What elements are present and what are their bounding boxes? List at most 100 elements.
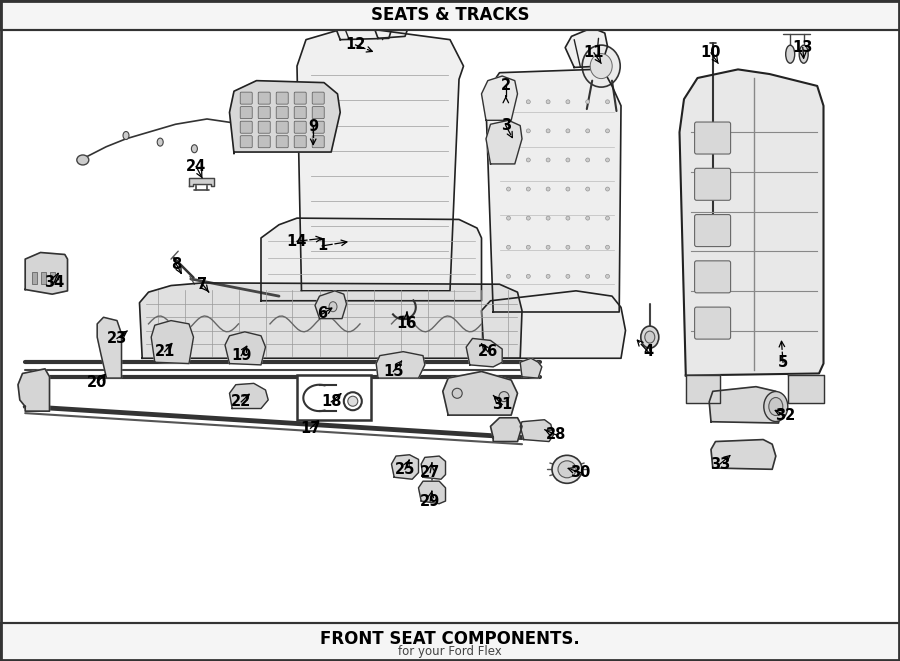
Text: 30: 30 [571, 465, 590, 480]
FancyBboxPatch shape [240, 136, 252, 148]
Polygon shape [371, 1, 412, 38]
Circle shape [526, 245, 530, 249]
FancyBboxPatch shape [258, 106, 270, 119]
Polygon shape [392, 455, 418, 479]
Ellipse shape [786, 45, 795, 63]
Circle shape [566, 158, 570, 162]
Circle shape [586, 158, 590, 162]
Circle shape [566, 216, 570, 220]
FancyBboxPatch shape [294, 121, 306, 134]
Text: 14: 14 [287, 234, 307, 249]
Text: 24: 24 [186, 159, 206, 174]
Polygon shape [225, 332, 266, 365]
Polygon shape [376, 352, 425, 378]
Polygon shape [331, 3, 396, 40]
Circle shape [507, 158, 510, 162]
Text: 8: 8 [171, 257, 182, 272]
Ellipse shape [344, 392, 362, 410]
Polygon shape [140, 283, 522, 358]
FancyBboxPatch shape [276, 92, 288, 104]
Polygon shape [151, 321, 194, 364]
FancyBboxPatch shape [312, 106, 324, 119]
Circle shape [566, 129, 570, 133]
Polygon shape [486, 120, 522, 164]
Circle shape [507, 100, 510, 104]
FancyBboxPatch shape [276, 121, 288, 134]
Polygon shape [261, 218, 482, 301]
Bar [40, 272, 46, 284]
Circle shape [606, 245, 609, 249]
Text: 27: 27 [420, 465, 440, 480]
Ellipse shape [76, 155, 89, 165]
Bar [297, 375, 371, 420]
Circle shape [526, 187, 530, 191]
Text: 17: 17 [301, 421, 320, 436]
Circle shape [606, 158, 609, 162]
Polygon shape [520, 420, 554, 442]
Circle shape [586, 100, 590, 104]
Text: 9: 9 [308, 120, 319, 134]
Text: 23: 23 [107, 331, 127, 346]
Circle shape [546, 274, 550, 278]
Text: SEATS & TRACKS: SEATS & TRACKS [371, 6, 529, 24]
Circle shape [546, 100, 550, 104]
Polygon shape [443, 371, 518, 415]
Text: 25: 25 [395, 462, 415, 477]
Ellipse shape [452, 388, 463, 399]
Polygon shape [482, 76, 517, 120]
Text: 28: 28 [546, 428, 566, 442]
FancyBboxPatch shape [695, 169, 731, 200]
Ellipse shape [644, 331, 655, 343]
Polygon shape [711, 440, 776, 469]
FancyBboxPatch shape [312, 136, 324, 148]
FancyBboxPatch shape [695, 215, 731, 247]
Circle shape [507, 216, 510, 220]
FancyBboxPatch shape [294, 106, 306, 119]
Circle shape [606, 100, 609, 104]
Circle shape [586, 245, 590, 249]
Polygon shape [709, 387, 781, 423]
Circle shape [586, 129, 590, 133]
Ellipse shape [799, 45, 808, 63]
Circle shape [507, 129, 510, 133]
Text: 10: 10 [701, 46, 721, 60]
Text: 7: 7 [197, 277, 208, 292]
Text: 18: 18 [321, 395, 341, 409]
Polygon shape [18, 369, 50, 411]
Text: FRONT SEAT COMPONENTS.: FRONT SEAT COMPONENTS. [320, 630, 580, 648]
Polygon shape [25, 253, 68, 294]
Ellipse shape [590, 54, 612, 79]
Bar [50, 272, 55, 284]
Ellipse shape [329, 301, 337, 312]
Circle shape [606, 187, 609, 191]
Text: 13: 13 [793, 40, 813, 55]
Polygon shape [788, 375, 824, 403]
Text: 32: 32 [775, 408, 795, 422]
Text: 3: 3 [500, 118, 511, 133]
Text: 22: 22 [231, 395, 251, 409]
FancyBboxPatch shape [294, 136, 306, 148]
Ellipse shape [558, 461, 576, 478]
Polygon shape [315, 291, 346, 319]
Circle shape [507, 187, 510, 191]
Polygon shape [482, 291, 625, 358]
Circle shape [526, 216, 530, 220]
Text: 4: 4 [643, 344, 653, 359]
Bar [0, 623, 900, 661]
Text: for your Ford Flex: for your Ford Flex [398, 646, 502, 658]
Text: 31: 31 [492, 397, 512, 412]
Polygon shape [189, 178, 214, 186]
Ellipse shape [158, 138, 163, 146]
Polygon shape [680, 69, 824, 375]
Text: 19: 19 [231, 348, 251, 363]
Text: 12: 12 [346, 38, 365, 52]
Circle shape [546, 187, 550, 191]
Polygon shape [230, 81, 340, 153]
Circle shape [546, 129, 550, 133]
Circle shape [546, 158, 550, 162]
Polygon shape [421, 456, 446, 479]
Ellipse shape [552, 455, 582, 483]
FancyBboxPatch shape [312, 92, 324, 104]
Polygon shape [297, 26, 464, 291]
Text: 16: 16 [397, 317, 417, 331]
